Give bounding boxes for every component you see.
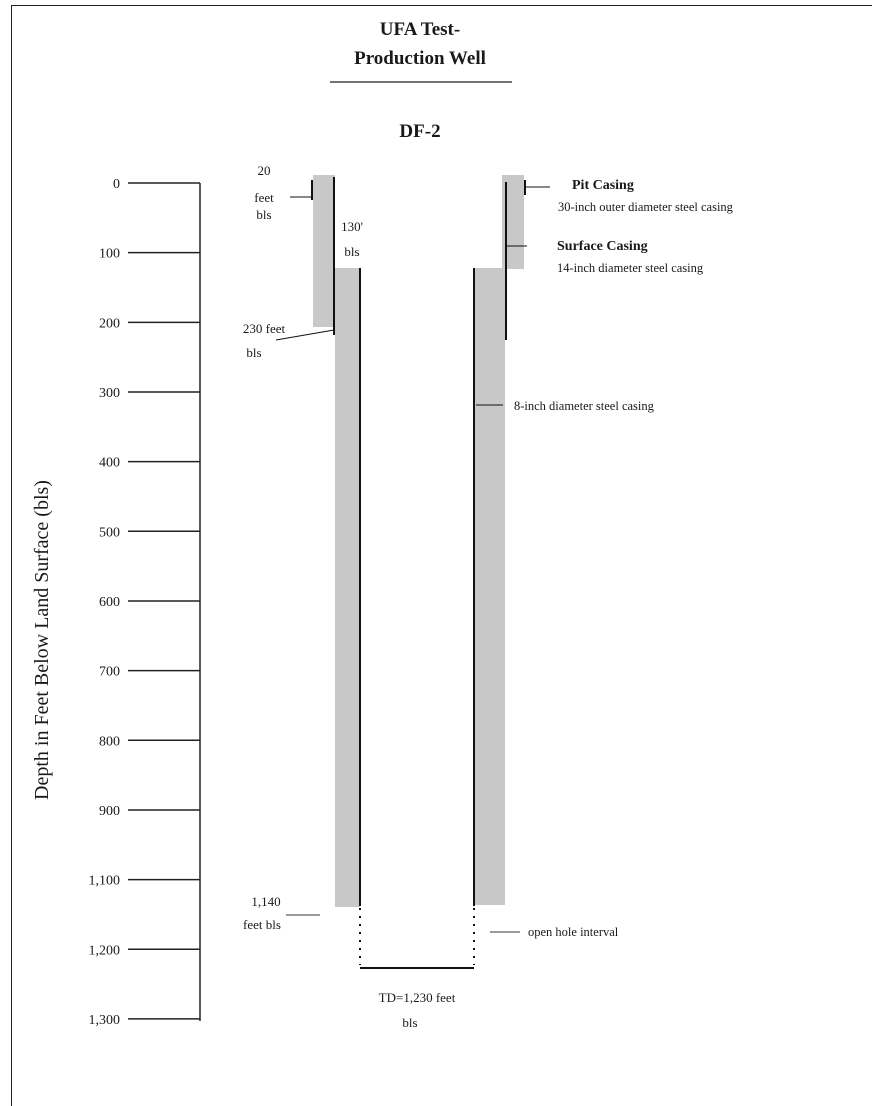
y-tick-label: 500 xyxy=(99,525,120,540)
pit-casing-description: 30-inch outer diameter steel casing xyxy=(558,200,734,214)
grout-left-main xyxy=(335,268,360,907)
open-hole-label: open hole interval xyxy=(528,925,619,939)
grout-left-surface xyxy=(313,175,335,327)
y-tick-label: 100 xyxy=(99,247,120,262)
surface-casing-title: Surface Casing xyxy=(557,239,648,254)
y-tick-label: 800 xyxy=(99,734,120,749)
y-tick-label: 1,200 xyxy=(89,943,121,958)
title-line-1: UFA Test- xyxy=(380,19,460,40)
note-td-line-1: TD=1,230 feet xyxy=(379,990,456,1005)
note-130ft-line-2: bls xyxy=(344,244,359,259)
y-tick-label: 200 xyxy=(99,316,120,331)
surface-casing-description: 14-inch diameter steel casing xyxy=(557,261,704,275)
pit-casing-title: Pit Casing xyxy=(572,178,634,193)
title-line-2: Production Well xyxy=(354,48,486,69)
y-tick-label: 0 xyxy=(113,177,120,192)
y-tick-label: 400 xyxy=(99,456,120,471)
note-td-line-2: bls xyxy=(402,1015,417,1030)
note-20ft-line-2: feet xyxy=(254,190,274,205)
note-20ft-line-1: 20 xyxy=(258,163,271,178)
y-tick-label: 1,300 xyxy=(89,1013,121,1028)
leader-230ft xyxy=(275,329,335,341)
y-tick-label: 700 xyxy=(99,665,120,680)
y-axis-label: Depth in Feet Below Land Surface (bls) xyxy=(31,480,53,800)
grout-right-main xyxy=(475,268,505,905)
steel-casing-8in-label: 8-inch diameter steel casing xyxy=(514,399,655,413)
y-tick-label: 600 xyxy=(99,595,120,610)
subtitle: DF-2 xyxy=(399,121,440,142)
figure-frame xyxy=(11,5,872,1106)
note-130ft-line-1: 130' xyxy=(341,219,363,234)
y-tick-label: 300 xyxy=(99,386,120,401)
y-tick-label: 1,100 xyxy=(89,874,121,889)
note-1140ft-line-1: 1,140 xyxy=(251,894,280,909)
note-1140ft-line-2: feet bls xyxy=(243,917,281,932)
note-230ft-line-1: 230 feet xyxy=(243,321,286,336)
note-20ft-line-3: bls xyxy=(256,207,271,222)
note-230ft-line-2: bls xyxy=(246,345,261,360)
y-axis-ticks: 0 100 200 300 400 500 600 700 800 900 1,100 1,200 1,… xyxy=(89,177,200,1028)
y-tick-label: 900 xyxy=(99,804,120,819)
